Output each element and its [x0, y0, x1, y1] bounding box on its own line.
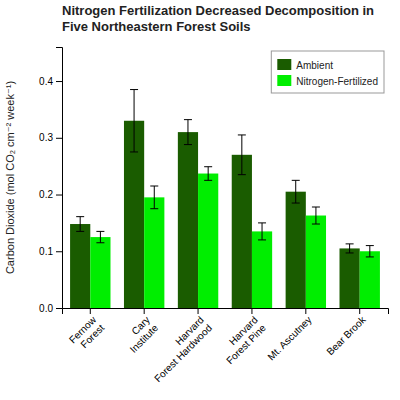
error-cap: [366, 245, 374, 246]
error-bar: [208, 167, 209, 181]
y-tick-label: 0.1: [39, 246, 53, 257]
error-cap: [238, 134, 246, 135]
x-tick: Mt. Ascutney: [265, 308, 313, 362]
x-tick: HarvardForest Pine: [216, 308, 268, 366]
legend-box: [271, 51, 384, 93]
x-tick-mark: [305, 308, 306, 314]
x-tick-mark: [359, 308, 360, 314]
error-bar: [80, 217, 81, 232]
bar: [144, 197, 164, 308]
bar: [340, 248, 360, 308]
y-tick-mark: [56, 251, 62, 252]
y-tick-mark: [56, 81, 62, 82]
legend-label: Ambient: [296, 60, 333, 71]
bar: [252, 231, 272, 308]
error-bar: [100, 231, 101, 242]
legend-label: Nitrogen-Fertilized: [296, 76, 378, 87]
y-tick: 0.4: [39, 76, 62, 87]
bar: [198, 174, 218, 308]
error-bar: [349, 244, 350, 253]
title: Nitrogen Fertilization Decreased Decompo…: [62, 3, 374, 34]
error-cap: [204, 166, 212, 167]
x-tick-mark: [251, 308, 252, 314]
error-cap: [312, 224, 320, 225]
y-axis-line: [56, 48, 63, 309]
bar: [232, 155, 252, 308]
error-cap: [130, 151, 138, 152]
error-bar: [154, 186, 155, 209]
x-tick-label: HarvardForest Pine: [216, 314, 268, 366]
series: [90, 167, 380, 308]
x-axis-line: [63, 309, 389, 315]
error-cap: [130, 89, 138, 90]
error-bar: [241, 135, 242, 175]
error-cap: [346, 252, 354, 253]
error-cap: [258, 222, 266, 223]
x-tick-label: FernowForest: [67, 314, 107, 354]
error-cap: [184, 144, 192, 145]
y-axis-label: Carbon Dioxide (mol CO₂ cm⁻² week⁻¹): [4, 81, 16, 274]
y-tick-label: 0.3: [39, 132, 53, 143]
x-axis: FernowForest CaryInstituteHarvardForest H…: [63, 308, 389, 384]
error-bar: [369, 246, 370, 257]
x-tick-label: CaryInstitute: [120, 314, 161, 355]
error-cap: [96, 231, 104, 232]
error-cap: [204, 180, 212, 181]
y-tick: 0.0: [39, 303, 62, 314]
error-bar: [187, 120, 188, 145]
bar: [306, 216, 326, 308]
y-tick: 0.2: [39, 189, 62, 200]
error-cap: [150, 208, 158, 209]
error-cap: [346, 243, 354, 244]
x-tick: CaryInstitute: [120, 308, 161, 355]
error-cap: [258, 239, 266, 240]
y-tick: 0.3: [39, 132, 62, 143]
x-tick: Bear Brook: [324, 308, 368, 357]
error-cap: [184, 119, 192, 120]
legend-swatch: [277, 59, 291, 70]
y-tick-label: 0.4: [39, 76, 53, 87]
error-cap: [76, 216, 84, 217]
error-cap: [150, 186, 158, 187]
error-cap: [366, 256, 374, 257]
error-bar: [295, 180, 296, 203]
bar: [90, 237, 110, 308]
series: [70, 90, 360, 308]
plot-area: [70, 90, 380, 308]
x-tick-mark: [198, 308, 199, 314]
error-bar: [315, 207, 316, 224]
y-tick-label: 0.0: [39, 303, 53, 314]
error-bar: [262, 223, 263, 240]
y-tick-mark: [56, 138, 62, 139]
error-cap: [96, 242, 104, 243]
legend: Ambient Nitrogen-Fertilized: [271, 51, 384, 93]
y-axis: 0.0 0.1 0.2 0.3 0.4: [39, 48, 62, 314]
error-cap: [238, 174, 246, 175]
error-bar: [134, 90, 135, 152]
error-cap: [292, 180, 300, 181]
error-cap: [312, 207, 320, 208]
y-tick-mark: [56, 195, 62, 196]
y-tick-label: 0.2: [39, 189, 53, 200]
bar: [360, 251, 380, 308]
chart: Nitrogen Fertilization Decreased Decompo…: [0, 0, 400, 400]
x-tick-label: Bear Brook: [324, 313, 368, 357]
y-tick-mark: [56, 308, 62, 309]
x-tick-label: Mt. Ascutney: [265, 314, 313, 362]
bar: [286, 192, 306, 308]
bar: [178, 132, 198, 308]
x-tick-label: HarvardForest Hardwood: [144, 314, 214, 384]
bar: [70, 224, 90, 308]
x-tick-mark: [90, 308, 91, 314]
x-tick: HarvardForest Hardwood: [144, 308, 214, 384]
error-cap: [76, 231, 84, 232]
legend-swatch: [277, 75, 291, 86]
error-cap: [292, 203, 300, 204]
x-tick-mark: [144, 308, 145, 314]
x-tick: FernowForest: [67, 308, 107, 354]
y-tick: 0.1: [39, 246, 62, 257]
